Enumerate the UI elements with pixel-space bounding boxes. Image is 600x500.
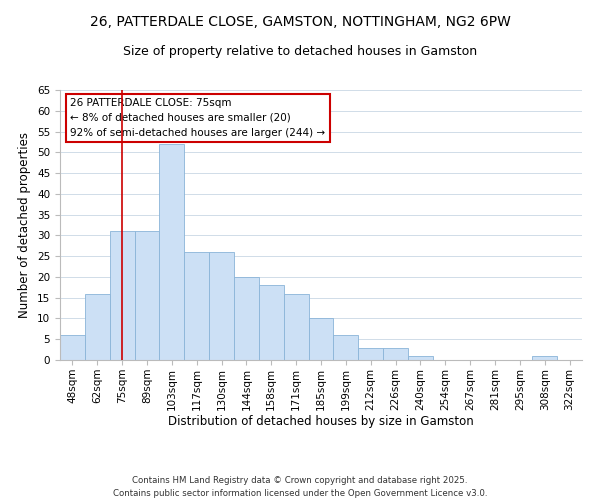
Bar: [383, 348, 408, 360]
Bar: [209, 252, 234, 360]
Bar: [532, 356, 557, 360]
Bar: [85, 294, 110, 360]
Bar: [334, 335, 358, 360]
Bar: [259, 285, 284, 360]
Bar: [184, 252, 209, 360]
Bar: [160, 144, 184, 360]
X-axis label: Distribution of detached houses by size in Gamston: Distribution of detached houses by size …: [168, 416, 474, 428]
Text: Size of property relative to detached houses in Gamston: Size of property relative to detached ho…: [123, 45, 477, 58]
Bar: [110, 231, 134, 360]
Bar: [308, 318, 334, 360]
Text: Contains HM Land Registry data © Crown copyright and database right 2025.
Contai: Contains HM Land Registry data © Crown c…: [113, 476, 487, 498]
Bar: [284, 294, 308, 360]
Text: 26, PATTERDALE CLOSE, GAMSTON, NOTTINGHAM, NG2 6PW: 26, PATTERDALE CLOSE, GAMSTON, NOTTINGHA…: [89, 15, 511, 29]
Bar: [408, 356, 433, 360]
Bar: [60, 335, 85, 360]
Text: 26 PATTERDALE CLOSE: 75sqm
← 8% of detached houses are smaller (20)
92% of semi-: 26 PATTERDALE CLOSE: 75sqm ← 8% of detac…: [70, 98, 326, 138]
Bar: [134, 231, 160, 360]
Bar: [234, 277, 259, 360]
Bar: [358, 348, 383, 360]
Y-axis label: Number of detached properties: Number of detached properties: [19, 132, 31, 318]
